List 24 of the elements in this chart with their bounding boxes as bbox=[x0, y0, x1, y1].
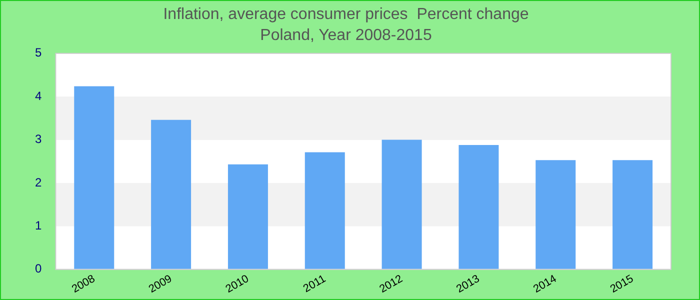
y-tick-label: 0 bbox=[34, 262, 42, 276]
chart-title: Inflation, average consumer prices Percent change bbox=[163, 6, 529, 24]
x-tick-label: 2013 bbox=[454, 272, 482, 296]
bar bbox=[536, 160, 576, 269]
y-tick-label: 3 bbox=[34, 132, 42, 146]
bar bbox=[304, 152, 345, 269]
bar bbox=[74, 86, 114, 269]
y-tick-label: 2 bbox=[34, 175, 42, 190]
y-tick-label: 5 bbox=[34, 46, 42, 60]
x-tick-label: 2014 bbox=[531, 272, 559, 296]
x-tick-label: 2008 bbox=[70, 272, 98, 296]
bar bbox=[151, 120, 192, 269]
x-tick-label: 2010 bbox=[224, 272, 251, 296]
x-tick-label: 2012 bbox=[378, 272, 405, 296]
y-tick-label: 4 bbox=[34, 88, 42, 103]
x-tick-label: 2009 bbox=[146, 272, 174, 296]
bar bbox=[458, 144, 499, 269]
bar bbox=[228, 164, 268, 269]
bar bbox=[382, 140, 422, 269]
x-tick-label: 2015 bbox=[608, 272, 636, 296]
x-tick-label: 2011 bbox=[301, 272, 328, 296]
y-tick-label: 1 bbox=[34, 218, 42, 232]
chart-subtitle: Poland, Year 2008-2015 bbox=[260, 27, 432, 44]
bar bbox=[612, 160, 653, 269]
